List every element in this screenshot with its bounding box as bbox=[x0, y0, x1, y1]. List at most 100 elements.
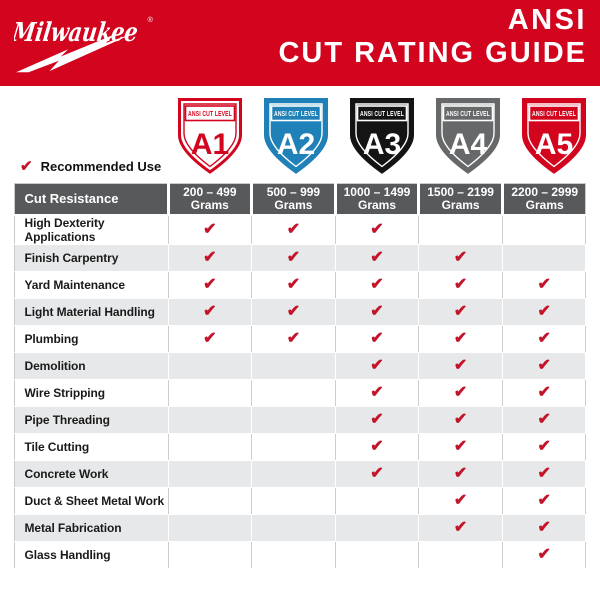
shield-banner-label: ANSI CUT LEVEL bbox=[532, 111, 576, 118]
cut-level-shield-a4: ANSI CUT LEVEL A4 bbox=[436, 98, 500, 174]
check-cell bbox=[251, 514, 336, 542]
check-cell bbox=[251, 487, 336, 515]
check-cell bbox=[168, 433, 253, 461]
milwaukee-logo-text: Milwaukee bbox=[14, 17, 140, 48]
table-row: Duct & Sheet Metal Work ✔ ✔ bbox=[14, 487, 587, 515]
check-cell: ✔ bbox=[418, 325, 503, 353]
shield-inner-outline bbox=[269, 103, 323, 168]
check-cell: ✔ bbox=[418, 460, 503, 488]
check-cell bbox=[168, 406, 253, 434]
check-icon: ✔ bbox=[370, 275, 384, 293]
check-cell: ✔ bbox=[502, 271, 587, 299]
cut-level-shield-a3: ANSI CUT LEVEL A3 bbox=[350, 98, 414, 174]
check-icon: ✔ bbox=[370, 220, 384, 238]
check-icon: ✔ bbox=[203, 329, 217, 347]
table-row: Metal Fabrication ✔ ✔ bbox=[14, 514, 587, 542]
check-cell: ✔ bbox=[502, 541, 587, 569]
check-cell: ✔ bbox=[251, 325, 336, 353]
check-cell bbox=[502, 214, 587, 245]
check-cell: ✔ bbox=[502, 514, 587, 542]
check-icon: ✔ bbox=[453, 329, 468, 347]
check-icon: ✔ bbox=[286, 248, 301, 266]
check-cell bbox=[502, 244, 587, 272]
check-icon: ✔ bbox=[537, 302, 551, 320]
table-row: Plumbing ✔ ✔ ✔ ✔ ✔ bbox=[14, 325, 587, 353]
check-cell: ✔ bbox=[418, 487, 503, 515]
table-header-row: Cut Resistance 200 – 499 Grams 500 – 999… bbox=[14, 183, 586, 216]
table-row: Glass Handling ✔ bbox=[14, 541, 587, 569]
shield-banner-box bbox=[270, 105, 322, 122]
check-cell: ✔ bbox=[335, 406, 420, 434]
check-icon: ✔ bbox=[370, 410, 384, 428]
check-icon: ✔ bbox=[20, 158, 33, 175]
check-cell: ✔ bbox=[502, 433, 587, 461]
check-icon: ✔ bbox=[203, 248, 217, 266]
shield-inner-outline bbox=[441, 103, 495, 168]
shield-level-label: A5 bbox=[535, 128, 573, 161]
row-label: Glass Handling bbox=[14, 541, 169, 569]
recommended-use-label: Recommended Use bbox=[40, 158, 162, 174]
lightning-bolt-icon bbox=[16, 33, 133, 73]
shield-banner-box bbox=[184, 105, 236, 122]
shield-banner-box bbox=[528, 105, 580, 122]
check-icon: ✔ bbox=[203, 275, 217, 293]
cut-level-shield-a2: ANSI CUT LEVEL A2 bbox=[264, 98, 328, 174]
shield-level-label: A3 bbox=[363, 128, 401, 161]
column-header-a4: 1500 – 2199 Grams bbox=[417, 183, 503, 216]
table-row: Yard Maintenance ✔ ✔ ✔ ✔ ✔ bbox=[14, 271, 587, 299]
check-cell bbox=[168, 541, 253, 569]
row-label: Concrete Work bbox=[14, 460, 169, 488]
check-icon: ✔ bbox=[453, 248, 468, 266]
check-icon: ✔ bbox=[453, 275, 468, 293]
check-icon: ✔ bbox=[453, 383, 468, 401]
check-cell: ✔ bbox=[502, 406, 587, 434]
check-cell bbox=[168, 460, 253, 488]
check-icon: ✔ bbox=[286, 329, 301, 347]
check-icon: ✔ bbox=[537, 383, 551, 401]
check-icon: ✔ bbox=[453, 410, 468, 428]
row-label: Plumbing bbox=[14, 325, 169, 353]
check-cell: ✔ bbox=[335, 298, 420, 326]
shield-level-label: A1 bbox=[191, 128, 229, 161]
shield-level-label: A2 bbox=[277, 128, 315, 161]
row-label: Light Material Handling bbox=[14, 298, 169, 326]
check-icon: ✔ bbox=[537, 275, 551, 293]
check-cell: ✔ bbox=[168, 214, 253, 245]
table-row: Concrete Work ✔ ✔ ✔ bbox=[14, 460, 587, 488]
check-cell bbox=[251, 406, 336, 434]
check-cell: ✔ bbox=[335, 433, 420, 461]
check-cell: ✔ bbox=[335, 460, 420, 488]
row-label: Pipe Threading bbox=[14, 406, 169, 434]
check-icon: ✔ bbox=[537, 410, 551, 428]
check-cell: ✔ bbox=[418, 271, 503, 299]
title-line-cut-rating-guide: CUT RATING GUIDE bbox=[278, 37, 587, 69]
check-cell: ✔ bbox=[418, 379, 503, 407]
check-icon: ✔ bbox=[370, 464, 384, 482]
milwaukee-logo: Milwaukee ® bbox=[14, 15, 153, 73]
check-cell bbox=[418, 214, 503, 245]
column-header-a1: 200 – 499 Grams bbox=[166, 183, 252, 216]
check-icon: ✔ bbox=[453, 356, 468, 374]
shield-banner-label: ANSI CUT LEVEL bbox=[274, 111, 318, 118]
check-cell bbox=[168, 352, 253, 380]
check-cell: ✔ bbox=[335, 244, 420, 272]
table-row: Light Material Handling ✔ ✔ ✔ ✔ ✔ bbox=[14, 298, 587, 326]
check-icon: ✔ bbox=[537, 464, 551, 482]
check-icon: ✔ bbox=[537, 491, 551, 509]
row-label: Demolition bbox=[14, 352, 169, 380]
check-icon: ✔ bbox=[537, 545, 551, 563]
check-cell bbox=[168, 514, 253, 542]
cut-rating-table: Cut Resistance 200 – 499 Grams 500 – 999… bbox=[13, 183, 587, 569]
column-header-cut-resistance: Cut Resistance bbox=[14, 183, 169, 216]
check-cell: ✔ bbox=[418, 514, 503, 542]
check-icon: ✔ bbox=[537, 437, 551, 455]
check-cell: ✔ bbox=[251, 244, 336, 272]
check-cell bbox=[335, 514, 420, 542]
check-icon: ✔ bbox=[453, 491, 468, 509]
shield-inner-outline bbox=[527, 103, 581, 168]
check-cell: ✔ bbox=[168, 298, 253, 326]
row-label: Finish Carpentry bbox=[14, 244, 169, 272]
page-title: ANSI CUT RATING GUIDE bbox=[278, 4, 587, 70]
check-icon: ✔ bbox=[370, 383, 384, 401]
check-cell: ✔ bbox=[335, 214, 420, 245]
